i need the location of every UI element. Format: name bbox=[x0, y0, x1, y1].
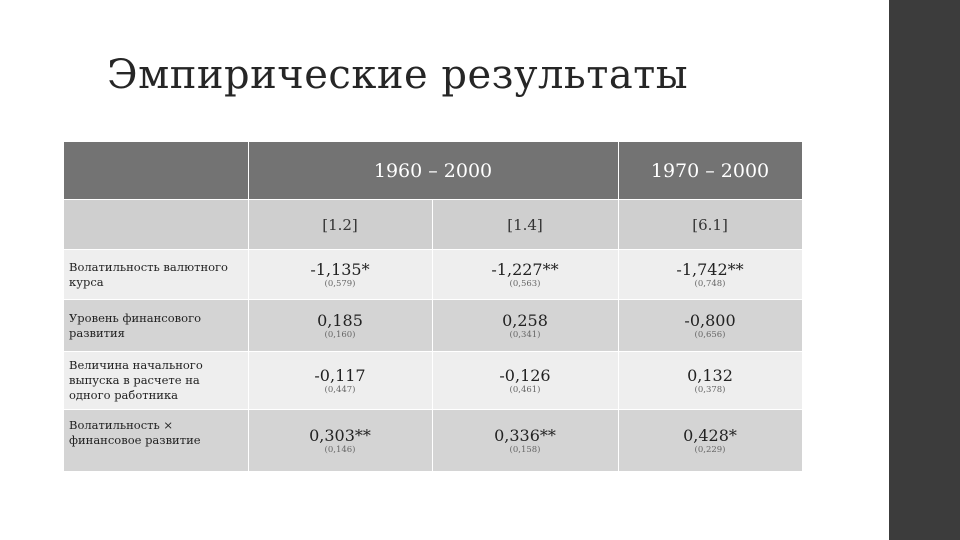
standard-error: (0,563) bbox=[509, 278, 541, 289]
coefficient: -1,227** bbox=[491, 259, 559, 279]
table-cell: -0,126 (0,461) bbox=[432, 351, 619, 410]
row-label: Величина начального выпуска в расчете на… bbox=[64, 351, 249, 410]
table-cell: -1,742** (0,748) bbox=[618, 249, 803, 300]
row-label: Волатильность валютного курса bbox=[64, 249, 249, 300]
coefficient: -0,126 bbox=[499, 365, 551, 385]
standard-error: (0,378) bbox=[694, 384, 726, 395]
table-cell: 0,428* (0,229) bbox=[618, 409, 803, 472]
standard-error: (0,341) bbox=[509, 329, 541, 340]
row-label: Уровень финансового развития bbox=[64, 299, 249, 352]
table-cell: 0,258 (0,341) bbox=[432, 299, 619, 352]
coefficient: 0,428* bbox=[683, 425, 737, 445]
table-row: Уровень финансового развития 0,185 (0,160… bbox=[64, 299, 803, 352]
table-row: Величина начального выпуска в расчете на… bbox=[64, 351, 803, 410]
header-empty-cell bbox=[64, 142, 249, 200]
period-header-row: 1960 – 2000 1970 – 2000 bbox=[64, 142, 803, 200]
coefficient: -1,135* bbox=[310, 259, 370, 279]
table-row: Волатильность валютного курса -1,135* (0,… bbox=[64, 249, 803, 300]
coefficient: 0,336** bbox=[494, 425, 556, 445]
coefficient: 0,132 bbox=[687, 365, 733, 385]
table-cell: -1,135* (0,579) bbox=[248, 249, 433, 300]
table-cell: 0,185 (0,160) bbox=[248, 299, 433, 352]
standard-error: (0,447) bbox=[324, 384, 356, 395]
coefficient: 0,185 bbox=[317, 310, 363, 330]
coefficient: -1,742** bbox=[676, 259, 744, 279]
column-6-1: [6.1] bbox=[618, 199, 803, 250]
table-cell: 0,303** (0,146) bbox=[248, 409, 433, 472]
period-1960-2000: 1960 – 2000 bbox=[248, 142, 619, 200]
standard-error: (0,656) bbox=[694, 329, 726, 340]
row-label: Волатильность × финансовое развитие bbox=[64, 409, 249, 472]
table-cell: 0,336** (0,158) bbox=[432, 409, 619, 472]
subheader-empty-cell bbox=[64, 199, 249, 250]
standard-error: (0,160) bbox=[324, 329, 356, 340]
column-header-row: [1.2] [1.4] [6.1] bbox=[64, 199, 803, 250]
coefficient: 0,258 bbox=[502, 310, 548, 330]
table-cell: -0,800 (0,656) bbox=[618, 299, 803, 352]
coefficient: -0,800 bbox=[684, 310, 736, 330]
right-side-bar bbox=[889, 0, 960, 540]
table-cell: -0,117 (0,447) bbox=[248, 351, 433, 410]
table-cell: -1,227** (0,563) bbox=[432, 249, 619, 300]
slide-title: Эмпирические результаты bbox=[107, 52, 689, 98]
results-table: 1960 – 2000 1970 – 2000 [1.2] [1.4] [6.1… bbox=[64, 142, 803, 472]
standard-error: (0,579) bbox=[324, 278, 356, 289]
column-1-4: [1.4] bbox=[432, 199, 619, 250]
standard-error: (0,146) bbox=[324, 444, 356, 455]
column-1-2: [1.2] bbox=[248, 199, 433, 250]
standard-error: (0,158) bbox=[509, 444, 541, 455]
standard-error: (0,229) bbox=[694, 444, 726, 455]
table-row: Волатильность × финансовое развитие 0,30… bbox=[64, 409, 803, 472]
standard-error: (0,748) bbox=[694, 278, 726, 289]
table-cell: 0,132 (0,378) bbox=[618, 351, 803, 410]
period-1970-2000: 1970 – 2000 bbox=[618, 142, 803, 200]
coefficient: 0,303** bbox=[309, 425, 371, 445]
standard-error: (0,461) bbox=[509, 384, 541, 395]
coefficient: -0,117 bbox=[314, 365, 366, 385]
